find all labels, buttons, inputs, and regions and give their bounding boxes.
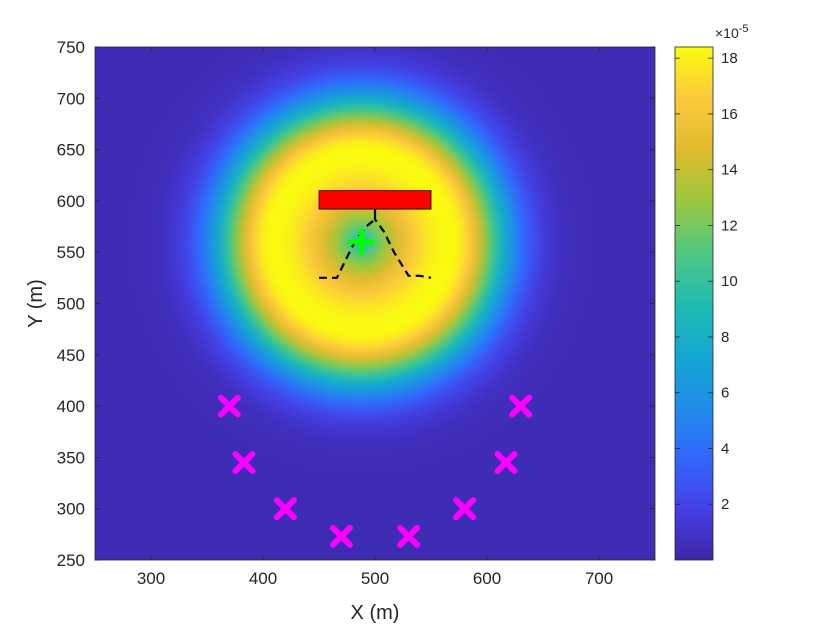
y-tick-label: 500 [57,295,85,314]
x-tick-label: 500 [361,569,389,588]
receiver-x-marker [232,451,256,475]
x-axis-label: X (m) [351,602,400,624]
y-tick-label: 350 [57,448,85,467]
colorbar-gradient [675,47,713,560]
colorbar-exponent-power: -5 [739,23,749,35]
colorbar-tick-label: 16 [721,106,738,123]
y-tick-label: 450 [57,346,85,365]
y-tick-label: 300 [57,500,85,519]
source-plus-marker [348,228,376,256]
x-axis-ticks: 300 400 500 600 700 [137,47,613,588]
colorbar-tick-label: 8 [721,329,729,346]
receiver-markers [217,394,533,548]
colorbar-tick-label: 18 [721,50,738,67]
colorbar-tick-label: 4 [721,440,729,457]
x-tick-label: 300 [137,569,165,588]
x-tick-label: 700 [585,569,613,588]
colorbar-tick-label: 2 [721,496,729,513]
y-tick-label: 650 [57,141,85,160]
receiver-x-marker [397,524,421,548]
receiver-x-marker [217,394,241,418]
colorbar-tick-label: 10 [721,273,738,290]
y-tick-label: 250 [57,551,85,570]
y-tick-label: 750 [57,38,85,57]
colorbar-ticks: 2 4 6 8 10 12 14 16 18 [675,50,738,513]
receiver-x-marker [509,394,533,418]
receiver-x-marker [273,497,297,521]
receiver-x-marker [453,497,477,521]
receiver-x-marker [329,524,353,548]
x-tick-label: 600 [473,569,501,588]
y-tick-label: 600 [57,192,85,211]
y-axis-label: Y (m) [25,279,47,328]
dashed-path-line [319,209,432,279]
red-rectangle-obstacle [318,190,432,210]
colorbar-tick-label: 6 [721,385,729,402]
colorbar: 2 4 6 8 10 12 14 16 18 ×10-5 [674,23,749,561]
receiver-x-marker [494,451,518,475]
colorbar-exponent-label: ×10-5 [715,23,749,41]
colorbar-frame [674,46,714,561]
plot-area [94,46,656,561]
y-tick-label: 400 [57,397,85,416]
y-tick-label: 550 [57,243,85,262]
x-tick-label: 400 [249,569,277,588]
y-tick-label: 700 [57,89,85,108]
colorbar-tick-label: 14 [721,162,738,179]
colorbar-exponent-base: ×10 [715,25,739,41]
heatmap-field [95,47,655,560]
y-axis-ticks: 250 300 350 400 450 500 550 600 650 700 750 [57,38,655,570]
colorbar-tick-label: 12 [721,217,738,234]
